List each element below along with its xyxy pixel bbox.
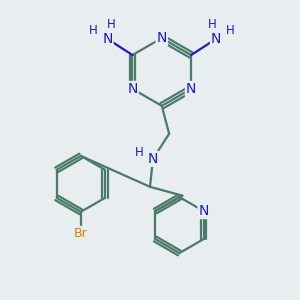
- Text: H: H: [135, 146, 144, 159]
- Text: N: N: [199, 204, 209, 218]
- Text: H: H: [106, 18, 115, 31]
- Text: N: N: [127, 82, 138, 96]
- Text: H: H: [89, 24, 98, 37]
- Text: H: H: [208, 18, 217, 31]
- Text: N: N: [186, 82, 196, 96]
- Text: N: N: [148, 152, 158, 166]
- Text: N: N: [157, 31, 167, 45]
- Text: Br: Br: [74, 227, 88, 240]
- Text: N: N: [102, 32, 112, 46]
- Text: H: H: [226, 24, 235, 37]
- Text: N: N: [211, 32, 221, 46]
